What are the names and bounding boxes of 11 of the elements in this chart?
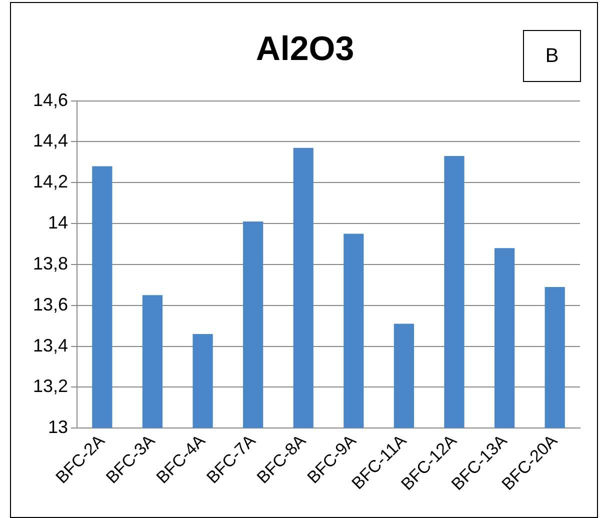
y-tick-label: 13,8 — [32, 253, 68, 274]
y-tick-label: 13,2 — [32, 376, 68, 396]
chart-title: Al2O3 — [256, 30, 354, 68]
text: B — [523, 30, 581, 82]
y-tick-label: 13,4 — [32, 335, 68, 356]
y-tick-label: 14 — [48, 212, 68, 233]
y-tick-label: 13 — [48, 417, 68, 438]
y-tick-label: 14,6 — [32, 90, 68, 110]
y-tick-label: 14,2 — [32, 172, 68, 192]
y-tick-label: 13,6 — [32, 294, 68, 314]
y-tick-label: 14,4 — [32, 130, 68, 151]
